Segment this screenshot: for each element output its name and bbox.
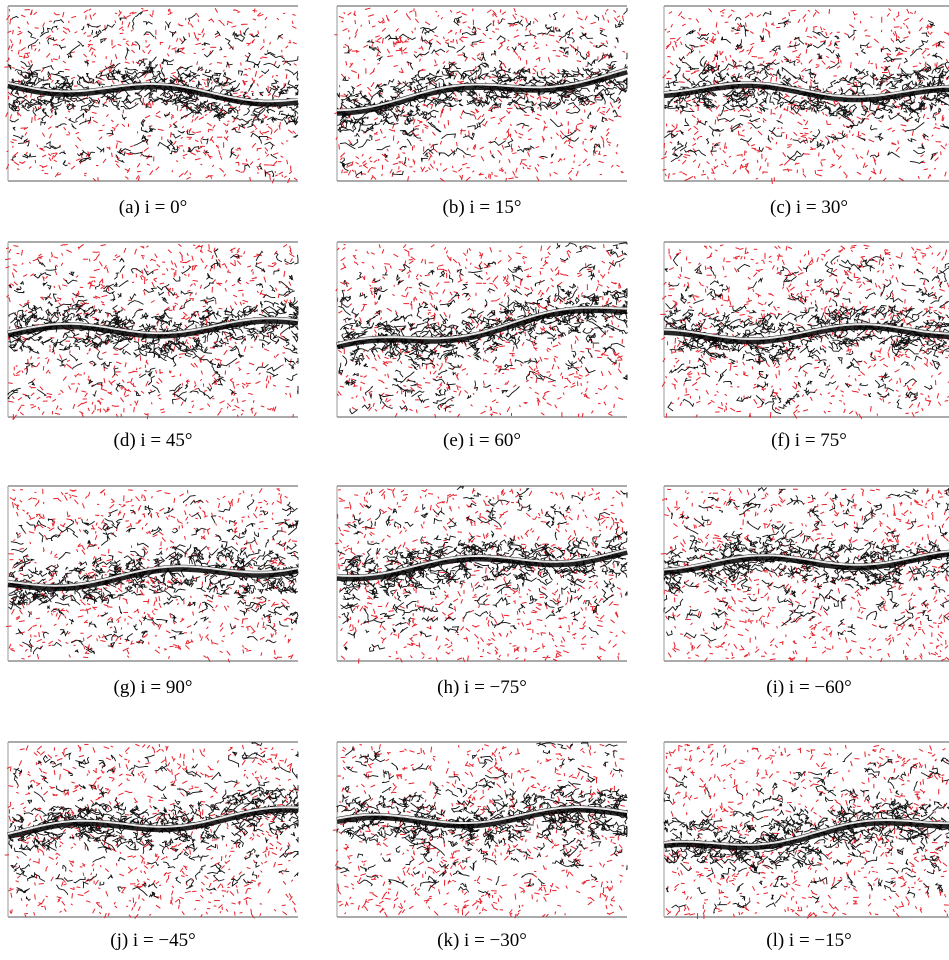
black-cracks: [337, 8, 627, 177]
black-cracks: [337, 243, 627, 414]
panel-caption: (k) i = −30°: [437, 930, 527, 951]
panel-caption: (a) i = 0°: [119, 197, 187, 218]
panel-caption: (j) i = −45°: [110, 930, 196, 951]
panel-caption: (g) i = 90°: [114, 677, 193, 698]
panel-caption: (c) i = 30°: [770, 197, 848, 218]
panel-caption: (b) i = 15°: [443, 197, 522, 218]
panel-caption: (i) i = −60°: [766, 677, 852, 698]
red-cracks: [661, 488, 949, 662]
panel-caption: (f) i = 75°: [771, 430, 847, 451]
panel-caption: (e) i = 60°: [443, 430, 521, 451]
black-cracks: [9, 743, 298, 901]
red-cracks: [334, 8, 625, 182]
panel-caption: (d) i = 45°: [114, 430, 193, 451]
main-crack: [8, 809, 298, 836]
figure: (a) i = 0° (b) i = 15° (c) i = 30° (d) i = …: [0, 0, 949, 960]
panel-caption: (l) i = −15°: [766, 930, 852, 951]
black-cracks: [664, 753, 949, 913]
panel-caption: (h) i = −75°: [437, 677, 527, 698]
